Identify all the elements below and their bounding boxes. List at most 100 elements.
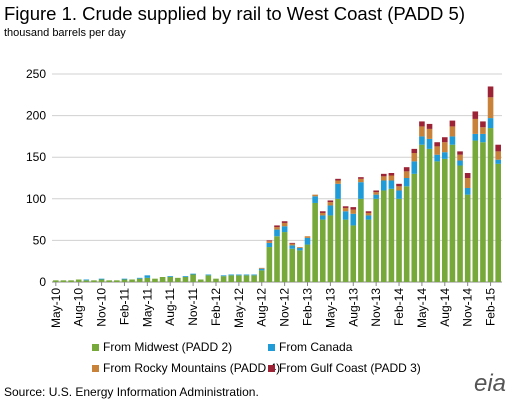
legend-label: From Gulf Coast (PADD 3)	[279, 361, 421, 375]
bar-segment	[487, 97, 494, 119]
bar-segment	[396, 190, 402, 199]
bar-segment	[472, 133, 479, 141]
bar-segment	[373, 194, 379, 199]
bar-segment	[289, 243, 296, 246]
chart-subtitle: thousand barrels per day	[4, 27, 126, 39]
bar-segment	[495, 144, 501, 152]
bar-segment	[411, 173, 418, 282]
bar-segment	[236, 274, 242, 276]
bar-segment	[281, 221, 288, 223]
bar-segment	[480, 133, 486, 143]
bar-segment	[220, 275, 227, 277]
bar-segment	[457, 154, 463, 161]
bar-segment	[419, 126, 425, 137]
bar-segment	[380, 176, 387, 181]
bar-segment	[266, 240, 273, 242]
legend-swatch	[92, 365, 99, 372]
bar-segment	[304, 237, 311, 245]
y-tick-label: 250	[26, 67, 46, 81]
x-tick-label: May-14	[415, 288, 429, 328]
bar-segment	[411, 148, 418, 154]
bar-segment	[441, 152, 448, 159]
bar-segment	[373, 190, 379, 193]
x-tick-label: Nov-14	[461, 288, 475, 327]
bar-segment	[175, 277, 181, 282]
bar-segment	[365, 215, 372, 220]
legend-swatch	[268, 344, 275, 351]
bar-segment	[487, 128, 494, 282]
bar-segment	[350, 213, 357, 226]
x-tick-label: Aug-13	[346, 288, 360, 327]
bar-segment	[358, 178, 364, 183]
x-tick-label: Nov-10	[95, 288, 109, 327]
bar-segment	[319, 211, 326, 213]
bar-segment	[319, 212, 326, 216]
bar-segment	[419, 144, 425, 282]
bar-segment	[457, 160, 463, 166]
bar-segment	[121, 278, 128, 280]
bar-segment	[98, 278, 105, 280]
bar-segment	[403, 171, 410, 178]
legend-label: From Canada	[279, 340, 353, 354]
x-tick-label: Feb-15	[484, 288, 498, 326]
x-tick-label: May-13	[323, 288, 337, 328]
bar-segment	[182, 276, 189, 278]
x-tick-label: Feb-14	[392, 288, 406, 326]
bar-segment	[335, 183, 341, 199]
bar-segment	[327, 215, 334, 282]
bar-segment	[75, 279, 82, 282]
bar-segment	[350, 207, 357, 210]
bar-segment	[495, 159, 501, 164]
bar-segment	[228, 275, 235, 282]
bar-segment	[251, 274, 257, 276]
bar-segment	[464, 173, 471, 178]
legend-swatch	[268, 365, 275, 372]
bar-segment	[274, 236, 280, 282]
bar-segment	[274, 227, 280, 230]
bar-segment	[91, 280, 97, 282]
bar-segment	[388, 173, 395, 176]
bar-segment	[266, 242, 273, 248]
bar-segment	[129, 279, 135, 282]
logo: eia	[474, 370, 506, 397]
bar-segment	[136, 277, 143, 279]
bar-segment	[83, 280, 90, 282]
bar-segment	[152, 278, 158, 282]
bar-segment	[312, 194, 318, 197]
legend-swatch	[92, 344, 99, 351]
bar-segment	[441, 142, 448, 153]
bar-segment	[388, 180, 395, 189]
bar-segment	[297, 247, 303, 248]
bar-segment	[83, 279, 90, 281]
bar-segment	[220, 276, 227, 282]
bar-segment	[281, 226, 288, 233]
bar-segment	[388, 175, 395, 181]
bar-segment	[190, 273, 196, 275]
bar-segment	[464, 194, 471, 282]
bar-segment	[472, 118, 479, 134]
bar-segment	[434, 142, 440, 147]
bar-segment	[258, 268, 265, 271]
bar-segment	[319, 215, 326, 220]
x-tick-label: Nov-13	[369, 288, 383, 327]
bar-segment	[205, 275, 212, 282]
y-tick-label: 0	[39, 275, 46, 289]
bar-segment	[419, 136, 425, 145]
bar-segment	[380, 173, 387, 177]
legend-label: From Rocky Mountains (PADD 4)	[103, 361, 280, 375]
bar-segment	[304, 236, 311, 238]
bar-segment	[289, 242, 296, 244]
bar-segment	[487, 118, 494, 129]
bar-segment	[68, 280, 74, 282]
bar-segment	[274, 229, 280, 237]
bar-segment	[350, 225, 357, 282]
bar-segment	[449, 144, 456, 282]
bar-segment	[434, 146, 440, 155]
bar-segment	[472, 111, 479, 119]
legend-label: From Midwest (PADD 2)	[103, 340, 232, 354]
bar-segment	[60, 280, 67, 282]
bar-segment	[335, 178, 341, 181]
bar-segment	[464, 187, 471, 195]
bar-segment	[251, 275, 257, 282]
